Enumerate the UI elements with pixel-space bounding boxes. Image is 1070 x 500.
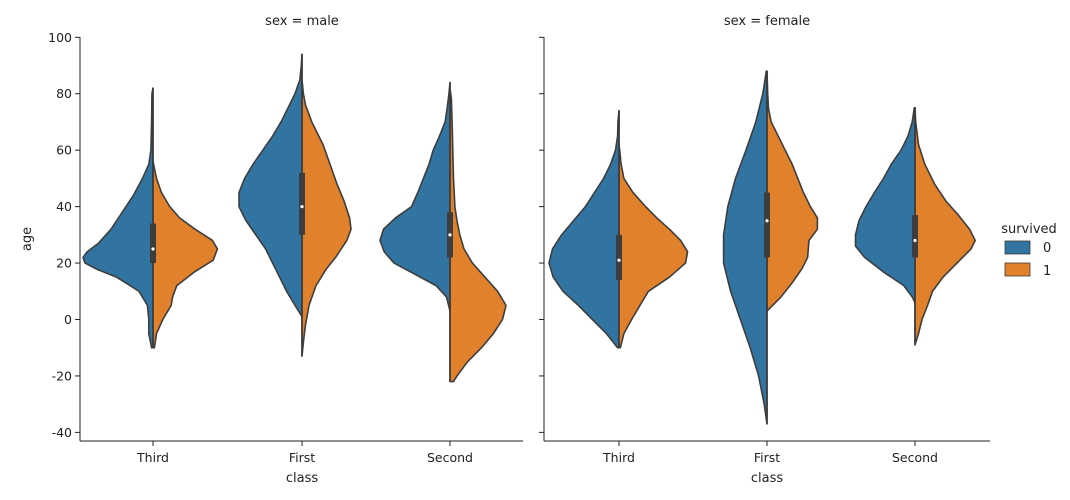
violin-half-survived-0 (854, 107, 916, 304)
violins (82, 53, 507, 383)
x-tick-label: Second (892, 450, 938, 465)
median-point (448, 233, 452, 237)
violins (548, 70, 976, 425)
median-point (300, 205, 304, 209)
y-axis-label: age (20, 227, 35, 251)
violin-half-survived-1 (449, 87, 507, 383)
iqr-box (150, 223, 156, 264)
x-tick-label: Third (136, 450, 169, 465)
violin-half-survived-0 (548, 109, 620, 349)
x-tick-label: Third (602, 450, 635, 465)
violin-half-survived-0 (722, 70, 768, 425)
iqr-box (764, 192, 770, 258)
iqr-box (299, 172, 305, 235)
x-tick-label: Second (427, 450, 473, 465)
legend-swatch-1 (1004, 262, 1031, 277)
panel-male: sex = male -40 -20 0 20 40 60 80 100 Third First… (20, 14, 523, 486)
legend-label-0: 0 (1043, 241, 1051, 256)
y-tick-label: 40 (56, 199, 72, 214)
x-axis-label: class (286, 471, 318, 486)
violin-half-survived-1 (618, 143, 689, 349)
violin-half-survived-0 (82, 87, 154, 349)
median-point (913, 238, 917, 243)
panel-female: sex = female Third First Second class (539, 14, 990, 486)
x-ticks: Third First Second (136, 441, 473, 465)
panel-title: sex = female (724, 14, 810, 29)
y-ticks (539, 36, 544, 433)
iqr-box (616, 234, 622, 280)
y-tick-label: -40 (52, 425, 72, 440)
x-ticks: Third First Second (602, 441, 938, 465)
median-point (151, 247, 155, 251)
legend-label-1: 1 (1043, 264, 1051, 279)
x-tick-label: First (754, 450, 780, 465)
y-tick-label: 60 (56, 143, 72, 158)
legend-title: survived (1001, 222, 1057, 237)
y-tick-label: 100 (48, 30, 72, 45)
legend: survived 0 1 (1001, 222, 1057, 279)
y-tick-label: 20 (56, 256, 72, 271)
y-tick-label: 80 (56, 86, 72, 101)
violin-half-survived-1 (301, 78, 352, 357)
median-point (617, 258, 621, 262)
panel-title: sex = male (265, 14, 339, 29)
violin-half-survived-1 (914, 107, 976, 346)
y-ticks: -40 -20 0 20 40 60 80 100 (48, 30, 80, 440)
violin-half-survived-1 (152, 160, 219, 349)
x-axis-label: class (751, 471, 783, 486)
y-tick-label: 0 (64, 312, 72, 327)
x-tick-label: First (289, 450, 315, 465)
legend-swatch-0 (1004, 240, 1031, 255)
violin-half-survived-0 (379, 81, 451, 312)
violin-half-survived-1 (766, 70, 819, 312)
median-point (765, 219, 769, 223)
violin-half-survived-0 (238, 53, 303, 318)
iqr-box (912, 215, 918, 258)
y-tick-label: -20 (52, 368, 72, 383)
